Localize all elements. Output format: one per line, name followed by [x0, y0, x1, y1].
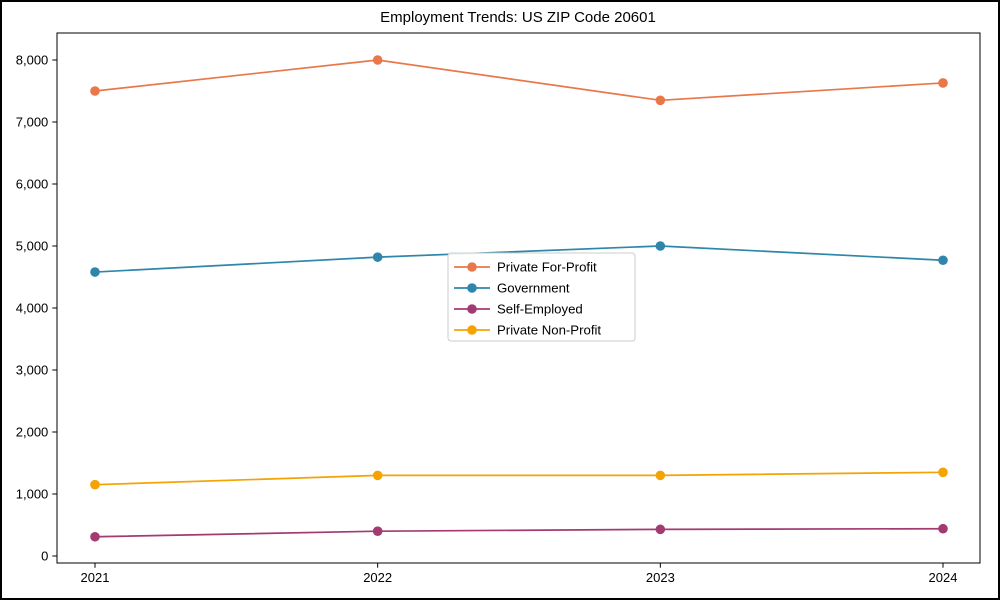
data-point-private-for-profit-2024	[938, 78, 948, 88]
data-point-private-non-profit-2021	[90, 479, 100, 490]
legend-marker-private-non-profit	[467, 325, 477, 335]
data-point-government-2021	[90, 267, 100, 277]
x-tick-label: 2024	[929, 570, 958, 585]
legend-item-self-employed: Self-Employed	[454, 302, 583, 317]
legend-marker-government	[467, 283, 477, 293]
plot-frame	[56, 32, 981, 564]
legend-label-private-non-profit: Private Non-Profit	[497, 323, 601, 338]
y-tick-label: 8,000	[16, 53, 49, 68]
chart-title: Employment Trends: US ZIP Code 20601	[380, 9, 656, 26]
legend-box	[447, 252, 636, 342]
series-line-government	[94, 245, 944, 273]
y-tick-label: 4,000	[16, 301, 49, 316]
x-tick-label: 2021	[81, 570, 110, 585]
data-point-private-for-profit-2021	[90, 86, 100, 96]
y-tick-label: 7,000	[16, 115, 49, 130]
legend-item-private-for-profit: Private For-Profit	[454, 260, 597, 275]
data-point-self-employed-2021	[90, 531, 100, 542]
plot-area: 0 1,000 2,000 3,000 4,000 5,000 6,000 7,000 8,00…	[16, 32, 981, 585]
data-point-government-2023	[655, 241, 666, 251]
y-tick-label: 0	[41, 549, 48, 564]
legend-marker-private-for-profit	[467, 262, 477, 272]
data-point-private-for-profit-2023	[655, 95, 666, 106]
x-tick-label: 2023	[646, 570, 675, 585]
legend-item-government: Government	[454, 281, 570, 296]
legend-label-private-for-profit: Private For-Profit	[497, 260, 597, 275]
legend-label-self-employed: Self-Employed	[497, 302, 583, 317]
data-point-private-non-profit-2023	[655, 470, 666, 481]
data-point-self-employed-2024	[938, 523, 948, 534]
data-point-government-2024	[938, 255, 948, 266]
data-point-self-employed-2023	[655, 524, 666, 535]
y-tick-label: 6,000	[16, 177, 49, 192]
y-tick-label: 1,000	[16, 487, 49, 502]
y-tick-label: 5,000	[16, 239, 49, 254]
legend-marker-self-employed	[467, 304, 477, 314]
data-point-self-employed-2022	[372, 526, 383, 536]
series-line-self-employed	[94, 527, 944, 538]
data-point-private-non-profit-2024	[938, 467, 948, 478]
legend: Private For-Profit Government Self-Employe…	[447, 252, 636, 342]
x-tick-label: 2022	[363, 570, 392, 585]
data-point-private-for-profit-2022	[372, 55, 383, 65]
legend-label-government: Government	[497, 281, 570, 296]
series-line-private-non-profit	[94, 471, 944, 486]
y-tick-label: 2,000	[16, 425, 49, 440]
data-point-government-2022	[372, 252, 383, 262]
series-line-private-for-profit	[94, 59, 944, 102]
y-tick-label: 3,000	[16, 363, 49, 378]
data-point-private-non-profit-2022	[372, 470, 383, 481]
legend-item-private-non-profit: Private Non-Profit	[454, 323, 601, 338]
